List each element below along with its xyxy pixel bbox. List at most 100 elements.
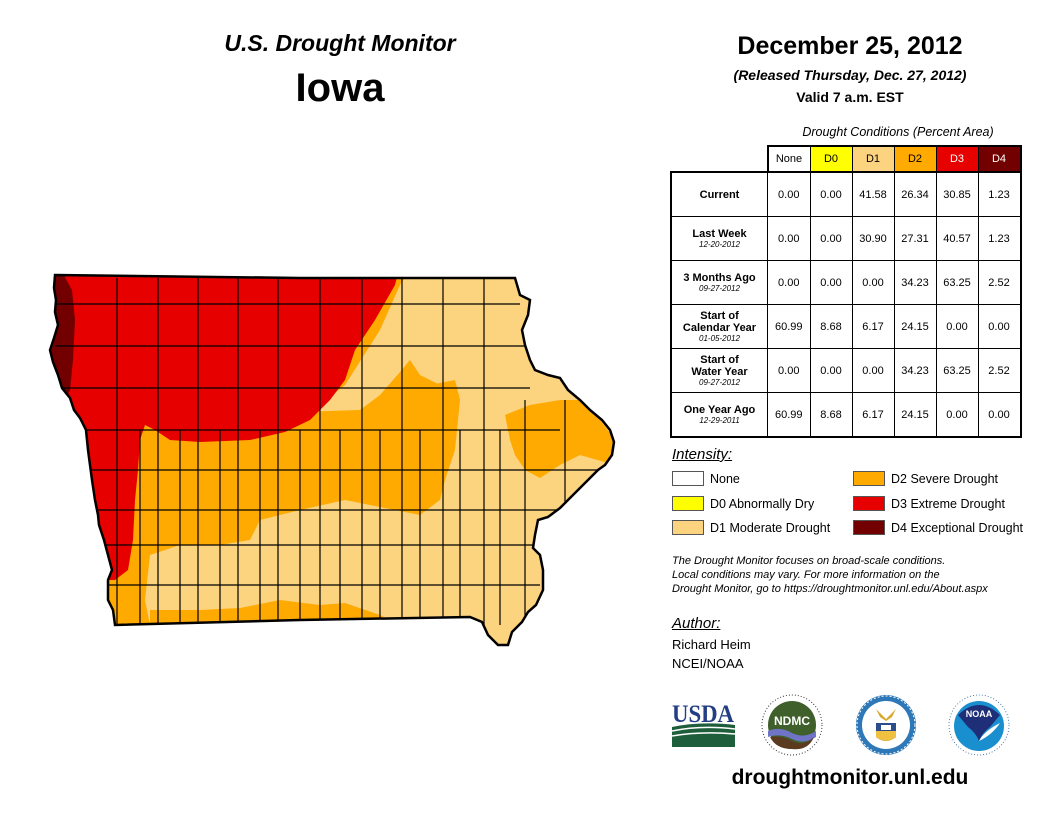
- row-label: Start of Calendar Year 01-05-2012: [670, 304, 768, 349]
- cell-d2: 34.23: [893, 348, 937, 393]
- d4-region: [50, 275, 75, 400]
- legend-label: D4 Exceptional Drought: [891, 520, 1024, 535]
- row-date: 12-29-2011: [699, 415, 740, 425]
- noaa-logo-text: NOAA: [966, 709, 993, 719]
- map-title: U.S. Drought Monitor: [224, 30, 456, 56]
- cell-d3: 63.25: [935, 260, 979, 305]
- drought-conditions-table: None D0 D1 D2 D3 D4 Current 0.00 0.00 41…: [670, 145, 1022, 438]
- table-row-start-of-calendar-year: Start of Calendar Year 01-05-2012 60.99 8…: [670, 304, 1022, 349]
- release-date: (Released Thursday, Dec. 27, 2012): [733, 67, 967, 83]
- row-date: 01-05-2012: [699, 333, 740, 343]
- row-date: 09-27-2012: [699, 283, 740, 293]
- cell-d2: 26.34: [893, 171, 937, 217]
- cell-none: 0.00: [767, 348, 811, 393]
- legend-item-d3: D3 Extreme Drought: [853, 496, 1005, 511]
- row-label: One Year Ago 12-29-2011: [670, 392, 768, 438]
- cell-none: 0.00: [767, 260, 811, 305]
- county-lines: [55, 278, 600, 625]
- cell-d1: 41.58: [851, 171, 895, 217]
- valid-time: Valid 7 a.m. EST: [796, 89, 904, 105]
- cell-d4: 1.23: [977, 171, 1022, 217]
- legend-swatch: [672, 520, 704, 535]
- legend-item-d2: D2 Severe Drought: [853, 471, 998, 486]
- cell-d4: 1.23: [977, 216, 1022, 261]
- cell-d4: 2.52: [977, 260, 1022, 305]
- cell-d3: 0.00: [935, 392, 979, 438]
- state-name: Iowa: [295, 66, 385, 110]
- disclaimer: The Drought Monitor focuses on broad-sca…: [672, 554, 1042, 596]
- cell-d4: 0.00: [977, 304, 1022, 349]
- legend-item-d0: D0 Abnormally Dry: [672, 496, 814, 511]
- row-label-text: Current: [699, 188, 740, 201]
- cell-d3: 30.85: [935, 171, 979, 217]
- column-header-none: None: [766, 145, 811, 173]
- legend-swatch: [672, 496, 704, 511]
- column-header-d4: D4: [977, 145, 1022, 173]
- ndmc-logo-text: NDMC: [774, 714, 810, 728]
- table-row-current: Current 0.00 0.00 41.58 26.34 30.85 1.23: [670, 171, 1022, 217]
- cell-d1: 30.90: [851, 216, 895, 261]
- legend-label: None: [710, 471, 740, 486]
- row-label-text: Start of Calendar Year: [682, 309, 757, 334]
- legend-swatch: [853, 471, 885, 486]
- cell-d0: 0.00: [809, 216, 853, 261]
- table-caption: Drought Conditions (Percent Area): [802, 125, 994, 139]
- author-name: Richard Heim: [672, 637, 751, 652]
- table-row-last-week: Last Week 12-20-2012 0.00 0.00 30.90 27.3…: [670, 216, 1022, 261]
- d2-region: [50, 275, 614, 625]
- legend-swatch: [853, 520, 885, 535]
- cell-none: 60.99: [767, 392, 811, 438]
- row-date: 09-27-2012: [699, 377, 740, 387]
- row-label-text: Last Week: [692, 227, 747, 240]
- row-label: Last Week 12-20-2012: [670, 216, 768, 261]
- doc-seal-logo: [856, 695, 916, 755]
- website-link[interactable]: droughtmonitor.unl.edu: [731, 766, 969, 789]
- disclaimer-line-3: Drought Monitor, go to https://droughtmo…: [672, 583, 988, 595]
- row-date: 12-20-2012: [699, 239, 740, 249]
- cell-d0: 0.00: [809, 171, 853, 217]
- row-label-text: 3 Months Ago: [683, 271, 756, 284]
- legend-label: D2 Severe Drought: [891, 471, 999, 486]
- row-label: Start of Water Year 09-27-2012: [670, 348, 768, 393]
- cell-d0: 8.68: [809, 392, 853, 438]
- table-row-start-of-water-year: Start of Water Year 09-27-2012 0.00 0.00 …: [670, 348, 1022, 393]
- map-date: December 25, 2012: [737, 32, 963, 60]
- cell-d4: 2.52: [977, 348, 1022, 393]
- row-label: 3 Months Ago 09-27-2012: [670, 260, 768, 305]
- cell-d1: 0.00: [851, 260, 895, 305]
- table-header-row: None D0 D1 D2 D3 D4: [671, 145, 1022, 173]
- author-title: Author:: [672, 615, 721, 632]
- legend-label: D0 Abnormally Dry: [710, 496, 815, 511]
- d3-region: [50, 275, 400, 580]
- cell-d1: 6.17: [851, 392, 895, 438]
- cell-d0: 0.00: [809, 260, 853, 305]
- usda-logo: USDA: [671, 701, 736, 747]
- cell-d1: 0.00: [851, 348, 895, 393]
- noaa-logo: NOAA: [948, 694, 1010, 756]
- cell-d0: 0.00: [809, 348, 853, 393]
- row-label-text: Start of Water Year: [691, 353, 748, 378]
- legend-label: D3 Extreme Drought: [891, 496, 1005, 511]
- disclaimer-line-1: The Drought Monitor focuses on broad-sca…: [672, 555, 946, 567]
- ndmc-logo: NDMC: [761, 694, 823, 756]
- legend-swatch: [853, 496, 885, 511]
- disclaimer-line-2: Local conditions may vary. For more info…: [672, 569, 940, 581]
- iowa-drought-map: [48, 273, 616, 647]
- table-row-one-year-ago: One Year Ago 12-29-2011 60.99 8.68 6.17 2…: [670, 392, 1022, 438]
- header-blank-cell: [671, 146, 768, 172]
- cell-d3: 63.25: [935, 348, 979, 393]
- cell-d3: 40.57: [935, 216, 979, 261]
- cell-d2: 24.15: [893, 304, 937, 349]
- row-label-text: One Year Ago: [683, 403, 756, 416]
- cell-none: 60.99: [767, 304, 811, 349]
- legend-item-d4: D4 Exceptional Drought: [853, 520, 1023, 535]
- cell-d4: 0.00: [977, 392, 1022, 438]
- table-row-3-months-ago: 3 Months Ago 09-27-2012 0.00 0.00 0.00 34…: [670, 260, 1022, 305]
- cell-d2: 34.23: [893, 260, 937, 305]
- column-header-d2: D2: [893, 145, 937, 173]
- column-header-d3: D3: [935, 145, 979, 173]
- cell-none: 0.00: [767, 171, 811, 217]
- cell-d2: 27.31: [893, 216, 937, 261]
- cell-d1: 6.17: [851, 304, 895, 349]
- legend-label: D1 Moderate Drought: [710, 520, 831, 535]
